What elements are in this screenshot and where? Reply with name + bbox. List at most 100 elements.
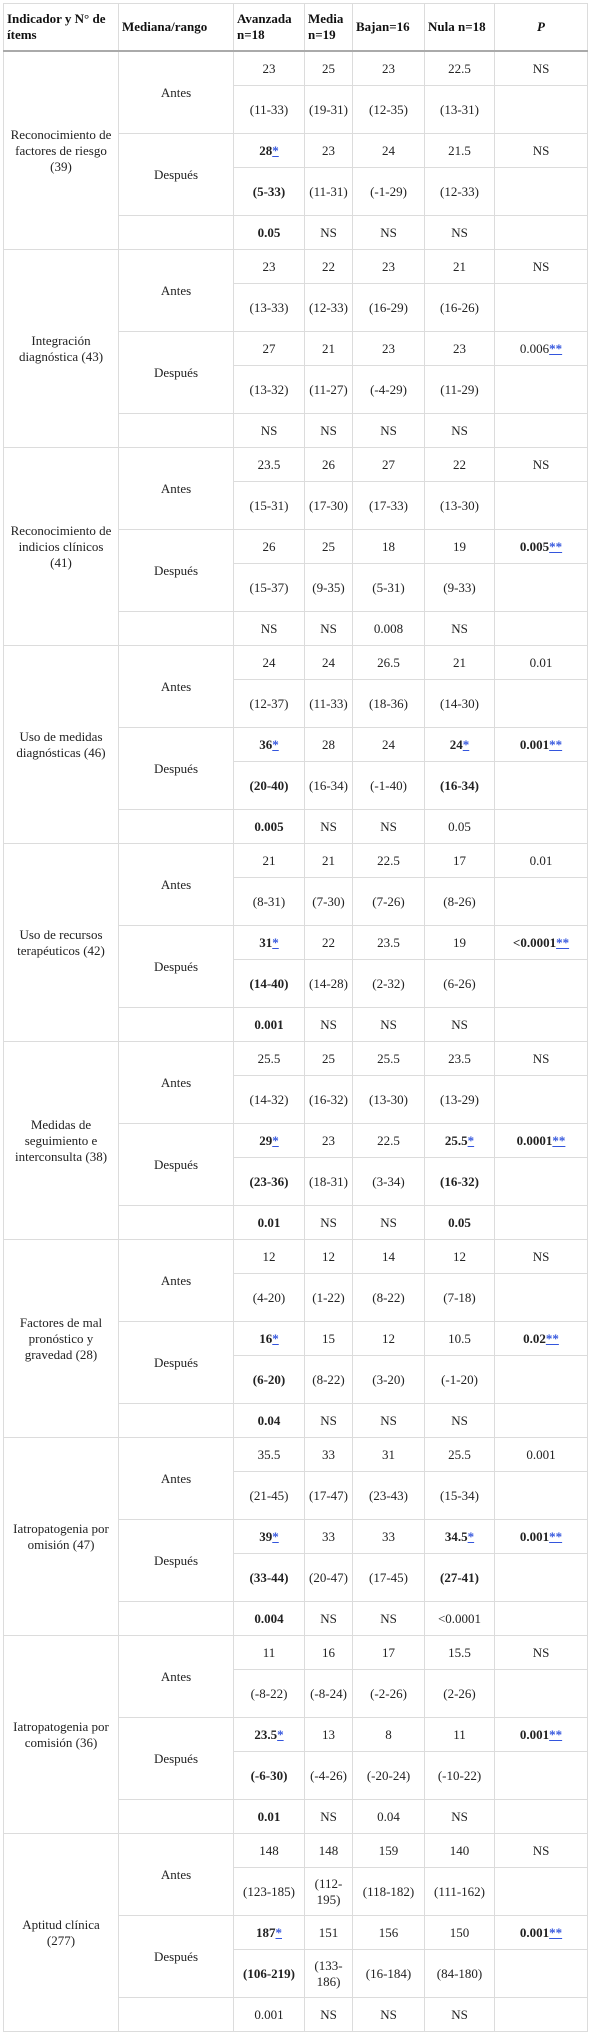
cell: (17-33) [352, 481, 425, 530]
cell: (19-31) [304, 85, 353, 134]
cell: NS [304, 1205, 353, 1240]
cell: 18 [352, 529, 425, 564]
significance-link[interactable]: * [462, 736, 470, 752]
range-row: (33-44) (20-47) (17-45) (27-41) [4, 1553, 588, 1602]
cell: (7-18) [424, 1273, 495, 1322]
cell: (3-34) [352, 1157, 425, 1206]
cell: NS [304, 809, 353, 844]
significance-link[interactable]: ** [556, 934, 570, 950]
empty-cell [494, 1157, 588, 1206]
significance-link[interactable]: * [277, 1726, 284, 1742]
significance-link[interactable]: * [467, 1528, 475, 1544]
significance-link[interactable]: * [272, 934, 279, 950]
header-row: Indicador y N° de ítems Mediana/rango Avan… [3, 3, 588, 52]
cell-value: (6-20) [252, 1371, 286, 1387]
range-row: (11-33) (19-31) (12-35) (13-31) [4, 85, 588, 134]
significance-link[interactable]: * [272, 142, 279, 158]
column-header: Media n=19 [304, 3, 353, 52]
cell-value: 0.005 [519, 538, 550, 554]
cell: (16-29) [352, 283, 425, 332]
significance-link[interactable]: * [272, 736, 279, 752]
empty-cell [494, 413, 588, 448]
significance-link[interactable]: ** [549, 1726, 563, 1742]
cell: (5-33) [233, 167, 305, 216]
cell: 14 [352, 1239, 425, 1274]
cell: 33 [352, 1519, 425, 1554]
cell-value: (106-219) [243, 1965, 295, 1981]
stage-label: Antes [118, 645, 234, 728]
significance-link[interactable]: * [272, 1330, 279, 1346]
stage-label: Después [118, 529, 234, 612]
column-header: Mediana/rango [118, 3, 234, 52]
cell: 21 [304, 331, 353, 366]
empty-cell [494, 761, 588, 810]
cell: (8-22) [304, 1355, 353, 1404]
significance-link[interactable]: ** [549, 1528, 563, 1544]
cell: 21 [424, 645, 495, 680]
significance-link[interactable]: ** [549, 340, 563, 356]
cell: 35.5 [233, 1437, 305, 1472]
cell-value: 0.0001 [516, 1132, 553, 1148]
cell: 24* [424, 727, 495, 762]
cell: 25.5 [352, 1041, 425, 1076]
cell: NS [352, 809, 425, 844]
cell: (18-31) [304, 1157, 353, 1206]
cell: (17-47) [304, 1471, 353, 1520]
cell: (2-32) [352, 959, 425, 1008]
cell-value: (20-40) [249, 777, 289, 793]
cell: 28 [304, 727, 353, 762]
empty-cell [494, 85, 588, 134]
indicator-label: Reconocimiento de factores de riesgo (39… [3, 50, 119, 250]
cell-value: 0.04 [257, 1412, 281, 1428]
cell: 8 [352, 1717, 425, 1752]
significance-link[interactable]: ** [545, 1330, 559, 1346]
cell: 23.5 [352, 925, 425, 960]
significance-link[interactable]: ** [552, 1132, 566, 1148]
significance-link[interactable]: ** [549, 736, 563, 752]
significance-link[interactable]: * [275, 1924, 283, 1940]
empty-cell [118, 413, 234, 448]
cell: NS [494, 50, 588, 86]
cell: 17 [352, 1635, 425, 1670]
empty-cell [494, 1553, 588, 1602]
cell: 23.5 [424, 1041, 495, 1076]
range-row: (-8-22) (-8-24) (-2-26) (2-26) [4, 1669, 588, 1718]
stage-label: Antes [118, 1041, 234, 1124]
cell: 26 [233, 529, 305, 564]
cell: 24 [352, 727, 425, 762]
stage-label: Después [118, 1123, 234, 1206]
significance-link[interactable]: * [272, 1132, 279, 1148]
cell: (17-30) [304, 481, 353, 530]
median-row: Después 27 21 23 23 0.006** [4, 331, 588, 414]
significance-link[interactable]: * [272, 1528, 279, 1544]
cell: (8-31) [233, 877, 305, 926]
significance-link[interactable]: * [467, 1132, 475, 1148]
cell-value: 0.02 [523, 1330, 546, 1346]
cell: (12-35) [352, 85, 425, 134]
indicator-label: Factores de mal pronóstico y gravedad (2… [3, 1239, 119, 1438]
median-row: Después 31* 22 23.5 19 <0.0001** [4, 925, 588, 1008]
empty-cell [494, 1273, 588, 1322]
cell: 0.001** [494, 727, 588, 762]
indicator-label: Reconocimiento de indicios clínicos (41) [3, 447, 119, 646]
median-row: Iatropatogenia por comisión (36) Antes 11 1… [3, 1635, 588, 1834]
cell-value: 0.006 [519, 340, 550, 356]
cell: 12 [304, 1239, 353, 1274]
empty-cell [118, 1205, 234, 1240]
cell: (33-44) [233, 1553, 305, 1602]
cell: 19 [424, 529, 495, 564]
cell: NS [304, 1997, 353, 2032]
cell: (-1-29) [352, 167, 425, 216]
cell: 22 [304, 925, 353, 960]
empty-cell [118, 1601, 234, 1636]
comparison-row: 0.001 NS NS NS [4, 1997, 588, 2032]
cell: (23-36) [233, 1157, 305, 1206]
cell: (3-20) [352, 1355, 425, 1404]
significance-link[interactable]: ** [549, 1924, 563, 1940]
significance-link[interactable]: ** [549, 538, 563, 554]
cell: 36* [233, 727, 305, 762]
cell: 0.005** [494, 529, 588, 564]
cell-value: 28 [259, 142, 273, 158]
cell: 13 [304, 1717, 353, 1752]
cell: 25.5 [233, 1041, 305, 1076]
